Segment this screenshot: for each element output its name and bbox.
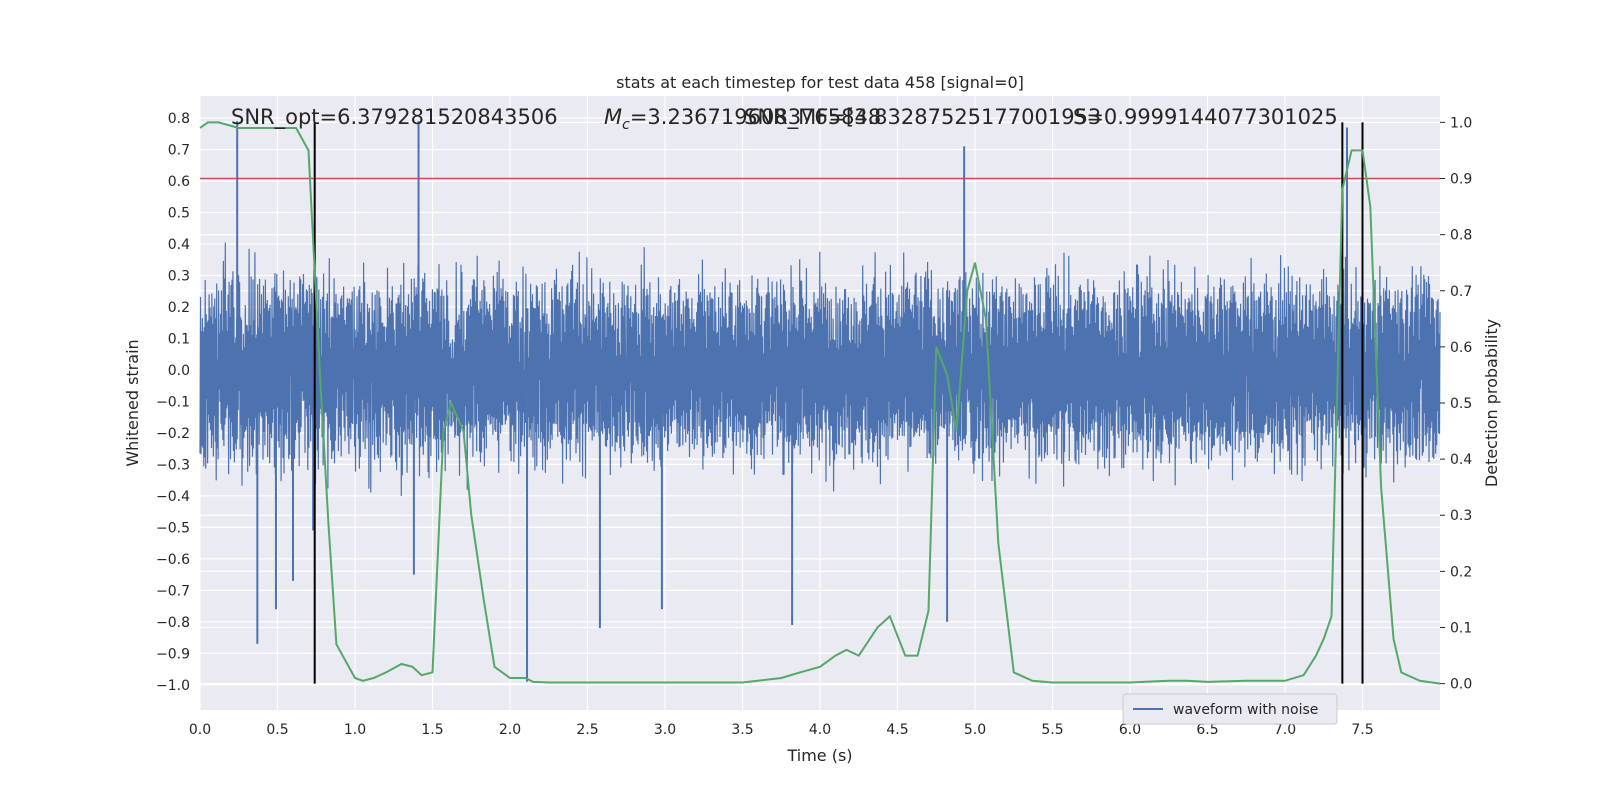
x-tick-label: 0.0 <box>189 722 211 738</box>
y-tick-label: −0.2 <box>156 426 190 442</box>
probability-line <box>199 121 1441 685</box>
y-tick-label: 0.4 <box>168 237 190 253</box>
y2-axis-label: Detection probability <box>1482 319 1501 487</box>
y2-tick-label: 0.6 <box>1450 340 1472 356</box>
y2-tick-label: 0.1 <box>1450 620 1472 636</box>
y-tick-label: −0.4 <box>156 489 190 505</box>
x-tick-label: 6.5 <box>1196 722 1218 738</box>
y-tick-label: −0.8 <box>156 615 190 631</box>
y2-tick-label: 0.5 <box>1450 396 1472 412</box>
y-tick-label: 0.5 <box>168 206 190 222</box>
x-axis-ticks: 0.0 0.5 1.0 1.5 2.0 2.5 3.0 3.5 4.0 4.5 5.0 5.5 6.0 6… <box>189 722 1374 738</box>
y-tick-label: 0.8 <box>168 111 190 127</box>
x-axis-label: Time (s) <box>786 746 852 765</box>
y-tick-label: −0.9 <box>156 646 190 662</box>
y-axis-ticks: 0.8 0.7 0.6 0.5 0.4 0.3 0.2 0.1 0.0 −0.1 −0.2 −0.3 −… <box>156 111 190 694</box>
x-tick-label: 6.0 <box>1119 722 1141 738</box>
x-tick-label: 4.5 <box>886 722 908 738</box>
y-tick-label: −1.0 <box>156 678 190 694</box>
legend: waveform with noise <box>1122 693 1338 725</box>
annotation-s: S=0.9999144077301025 <box>1073 105 1338 129</box>
annotation-snr-mf: SNR_MF=[3.83287525177001953 <box>744 105 1101 130</box>
chart-title: stats at each timestep for test data 458… <box>616 73 1024 92</box>
y2-axis-ticks: 1.0 0.9 0.8 0.7 0.6 0.5 0.4 0.3 0.2 0.1 0.0 <box>1440 115 1472 693</box>
x-tick-label: 5.5 <box>1041 722 1063 738</box>
x-tick-label: 2.5 <box>576 722 598 738</box>
annotation-mc: Mc=3.2367196083765848 <box>604 105 881 133</box>
y-tick-label: 0.3 <box>168 268 190 284</box>
waveform-trace <box>199 242 1441 496</box>
y-tick-label: −0.5 <box>156 520 190 536</box>
y-tick-label: 0.1 <box>168 331 190 347</box>
y2-tick-label: 0.4 <box>1450 452 1472 468</box>
y-tick-label: −0.3 <box>156 457 190 473</box>
y-tick-label: 0.6 <box>168 174 190 190</box>
y-axis-label: Whitened strain <box>123 339 142 466</box>
x-tick-label: 1.5 <box>421 722 443 738</box>
annotation-snr-opt: SNR_opt=6.379281520843506 <box>231 105 558 130</box>
x-tick-label: 4.0 <box>809 722 831 738</box>
y2-tick-label: 0.0 <box>1450 677 1472 693</box>
y-tick-label: 0.7 <box>168 143 190 159</box>
y2-tick-label: 0.2 <box>1450 564 1472 580</box>
y-tick-label: −0.7 <box>156 583 190 599</box>
x-tick-label: 5.0 <box>964 722 986 738</box>
legend-box <box>1122 693 1338 725</box>
x-tick-label: 7.5 <box>1351 722 1373 738</box>
legend-label: waveform with noise <box>1173 702 1318 718</box>
y-tick-label: 0.0 <box>168 363 190 379</box>
x-tick-label: 0.5 <box>266 722 288 738</box>
x-tick-label: 1.0 <box>344 722 366 738</box>
x-tick-label: 7.0 <box>1274 722 1296 738</box>
y2-tick-label: 0.8 <box>1450 228 1472 244</box>
y-tick-label: 0.2 <box>168 300 190 316</box>
waveform-series <box>199 121 1441 682</box>
y-tick-label: −0.6 <box>156 552 190 568</box>
y2-tick-label: 0.9 <box>1450 172 1472 188</box>
x-tick-label: 3.0 <box>654 722 676 738</box>
y2-tick-label: 1.0 <box>1450 115 1472 131</box>
x-tick-label: 3.5 <box>731 722 753 738</box>
x-tick-label: 2.0 <box>499 722 521 738</box>
y2-tick-label: 0.3 <box>1450 508 1472 524</box>
y-tick-label: −0.1 <box>156 394 190 410</box>
y2-tick-label: 0.7 <box>1450 284 1472 300</box>
